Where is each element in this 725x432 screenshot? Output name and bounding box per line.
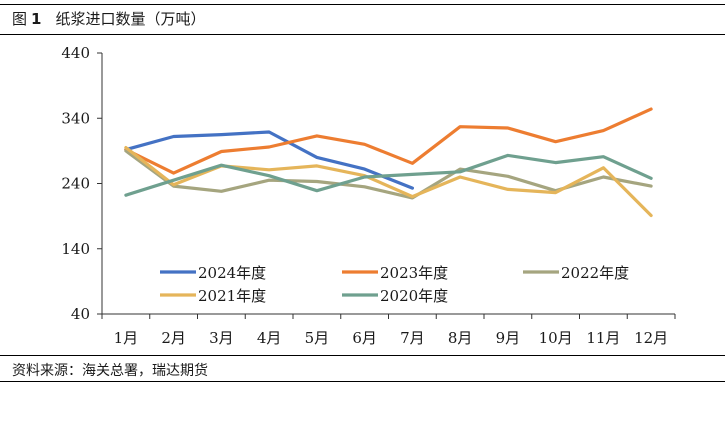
legend-label-1: 2023年度 <box>380 264 448 282</box>
title-rule <box>0 34 725 35</box>
x-tick-label: 10月 <box>539 329 573 347</box>
x-tick-label: 4月 <box>257 329 282 347</box>
top-rule <box>0 4 725 5</box>
y-tick-label: 240 <box>61 175 90 193</box>
chart-legend: 2024年度 2023年度 2022年度 2021年度 2020年度 <box>160 264 629 305</box>
x-tick-label: 3月 <box>209 329 234 347</box>
bottom-rule <box>0 381 725 382</box>
series-line-4 <box>124 153 653 197</box>
chart-series-lines <box>124 107 653 218</box>
legend-label-0: 2024年度 <box>198 264 266 282</box>
figure-label: 图 <box>12 10 28 28</box>
y-tick-label: 140 <box>61 240 90 258</box>
legend-label-3: 2021年度 <box>198 287 266 305</box>
x-tick-label: 9月 <box>496 329 521 347</box>
legend-label-4: 2020年度 <box>380 287 448 305</box>
source-note: 资料来源：海关总署，瑞达期货 <box>12 363 208 379</box>
x-tick-label: 8月 <box>448 329 473 347</box>
x-tick-label: 1月 <box>114 329 139 347</box>
x-tick-label: 5月 <box>305 329 330 347</box>
y-tick-label: 40 <box>71 305 90 323</box>
x-tick-label: 7月 <box>400 329 425 347</box>
legend-label-2: 2022年度 <box>561 264 629 282</box>
x-tick-label: 11月 <box>586 329 620 347</box>
x-tick-label: 6月 <box>352 329 377 347</box>
chart-axes: 40 140 240 340 440 1月 2月 3月 4月 5月 6月 7月 8月 9月 10月 11月 12… <box>61 44 676 347</box>
x-tick-label: 2月 <box>161 329 186 347</box>
figure-title: 图 1 纸浆进口数量（万吨） <box>12 8 205 29</box>
series-line-1 <box>124 107 653 175</box>
line-chart: 40 140 240 340 440 1月 2月 3月 4月 5月 6月 7月 8月 9月 10月 11月 12… <box>61 44 676 347</box>
series-line-0 <box>124 130 414 190</box>
x-tick-label: 12月 <box>634 329 668 347</box>
y-tick-label: 340 <box>61 109 90 127</box>
y-tick-label: 440 <box>61 44 90 62</box>
figure-number: 1 <box>31 10 42 28</box>
source-top-rule <box>0 355 725 356</box>
figure-title-text: 纸浆进口数量（万吨） <box>55 10 206 28</box>
